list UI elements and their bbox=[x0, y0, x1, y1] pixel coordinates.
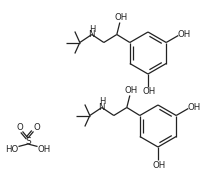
Text: N: N bbox=[99, 103, 105, 112]
Text: OH: OH bbox=[152, 160, 166, 170]
Text: OH: OH bbox=[142, 88, 156, 97]
Text: O: O bbox=[33, 123, 40, 132]
Text: OH: OH bbox=[178, 30, 191, 39]
Text: H: H bbox=[99, 98, 105, 106]
Text: OH: OH bbox=[188, 103, 201, 112]
Text: OH: OH bbox=[38, 145, 51, 154]
Text: N: N bbox=[89, 30, 95, 39]
Text: O: O bbox=[16, 123, 23, 132]
Text: OH: OH bbox=[114, 13, 127, 22]
Text: S: S bbox=[25, 136, 31, 146]
Text: H: H bbox=[89, 25, 95, 33]
Text: HO: HO bbox=[5, 145, 18, 154]
Text: OH: OH bbox=[124, 86, 137, 95]
